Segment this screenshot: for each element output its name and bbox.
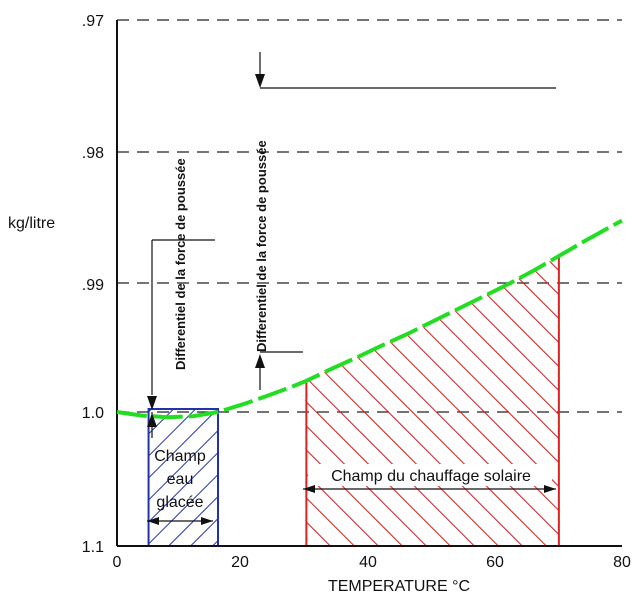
hatch-line bbox=[574, 46, 636, 546]
gridlines bbox=[117, 19, 622, 413]
hatch-line bbox=[148, 473, 218, 545]
hatch-line bbox=[598, 46, 636, 546]
solar-heating-label: Champ du chauffage solaire bbox=[331, 468, 531, 485]
ice-water-differential-label: Differentiel de la force de poussée bbox=[173, 158, 188, 370]
hatch-line bbox=[148, 409, 197, 457]
hatch-line bbox=[550, 256, 559, 546]
y-tick-label: .97 bbox=[82, 13, 104, 30]
x-axis-title: TEMPERATURE °C bbox=[328, 578, 470, 595]
hatch-line bbox=[148, 451, 218, 523]
y-tick-label: 1.0 bbox=[82, 405, 104, 422]
y-tick-label: 1.1 bbox=[82, 539, 104, 556]
hatch-line bbox=[306, 256, 451, 546]
hatch-line bbox=[0, 386, 131, 546]
hatch-line bbox=[168, 495, 218, 546]
y-axis-title: kg/litre bbox=[8, 215, 55, 232]
hatch-line bbox=[306, 256, 331, 546]
x-tick-label: 20 bbox=[231, 554, 249, 571]
ice-water-range-arrow bbox=[147, 517, 213, 525]
hatch-line bbox=[306, 256, 547, 546]
hatch-line bbox=[306, 256, 427, 546]
hatch-line bbox=[148, 409, 175, 435]
x-tick-label: 80 bbox=[613, 554, 631, 571]
x-tick-label: 60 bbox=[486, 554, 504, 571]
x-tick-label: 0 bbox=[113, 554, 122, 571]
hatch-line bbox=[306, 256, 559, 546]
solar-heating-range-arrow bbox=[303, 485, 556, 493]
y-tick-label: .99 bbox=[82, 277, 104, 294]
solar-label-background bbox=[308, 464, 552, 486]
hatch-line bbox=[0, 386, 153, 546]
hatch-line bbox=[306, 256, 559, 546]
ice-water-label: glacée bbox=[156, 494, 203, 511]
hatch-line bbox=[306, 256, 523, 546]
solar-differential-label: Differentiel de la force de poussée bbox=[254, 140, 269, 352]
hatch-line bbox=[148, 429, 218, 501]
hatch-line bbox=[306, 256, 499, 546]
hatch-line bbox=[306, 256, 403, 546]
ice-water-differential-leader bbox=[147, 239, 215, 438]
hatch-line bbox=[306, 256, 475, 546]
ice-water-label: Champ bbox=[154, 448, 206, 465]
solar-differential-leader bbox=[255, 52, 556, 390]
density-curve bbox=[116, 218, 623, 420]
y-tick-label: .98 bbox=[82, 145, 104, 162]
ice-water-label: eau bbox=[167, 471, 194, 488]
x-tick-label: 40 bbox=[359, 554, 377, 571]
